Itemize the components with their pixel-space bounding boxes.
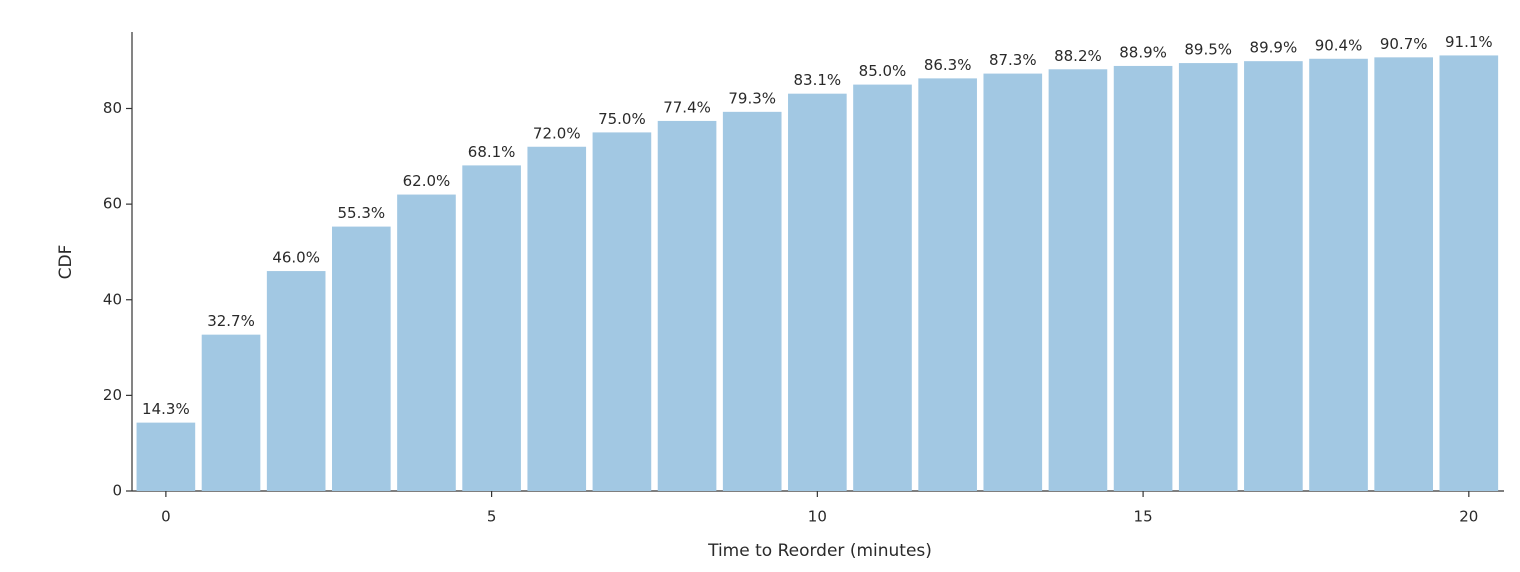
value-label: 72.0%	[533, 124, 581, 142]
value-label: 83.1%	[794, 71, 842, 89]
value-label: 89.5%	[1184, 41, 1232, 59]
value-label: 46.0%	[272, 249, 320, 267]
y-tick-label: 80	[103, 99, 122, 117]
bar	[201, 334, 261, 491]
bar	[266, 271, 326, 491]
value-label: 88.2%	[1054, 47, 1102, 65]
value-label: 55.3%	[337, 204, 385, 222]
x-axis-label: Time to Reorder (minutes)	[707, 541, 932, 561]
bar	[332, 226, 391, 492]
bar	[918, 78, 977, 492]
bar	[1309, 58, 1368, 492]
bar	[722, 111, 782, 492]
bar	[1178, 63, 1238, 491]
bar	[1374, 57, 1433, 491]
value-label: 90.4%	[1315, 36, 1363, 54]
y-axis-label: CDF	[56, 245, 76, 280]
value-label: 75.0%	[598, 110, 646, 128]
y-tick-label: 60	[103, 195, 122, 213]
value-label: 91.1%	[1445, 33, 1493, 51]
bar	[1244, 61, 1303, 492]
x-tick-label: 0	[161, 508, 171, 526]
bar	[657, 120, 717, 492]
value-label: 14.3%	[142, 400, 190, 418]
y-tick-label: 40	[103, 290, 122, 308]
bar	[527, 146, 587, 491]
bar	[462, 165, 521, 491]
value-label: 85.0%	[859, 62, 907, 80]
value-label: 32.7%	[207, 312, 255, 330]
value-label: 77.4%	[663, 98, 711, 116]
bar	[592, 132, 652, 491]
value-label: 87.3%	[989, 51, 1037, 69]
bar	[397, 194, 456, 491]
value-label: 62.0%	[403, 172, 451, 190]
y-tick-label: 0	[112, 482, 122, 500]
bar	[788, 93, 847, 491]
value-label: 68.1%	[468, 143, 516, 161]
value-label: 79.3%	[728, 89, 776, 107]
value-label: 88.9%	[1119, 43, 1167, 61]
value-label: 86.3%	[924, 56, 972, 74]
bar	[983, 73, 1043, 492]
bar	[853, 84, 912, 491]
bar	[1048, 69, 1108, 491]
bar	[1439, 55, 1499, 491]
y-tick-label: 20	[103, 386, 122, 404]
x-tick-label: 5	[487, 508, 497, 526]
x-tick-label: 20	[1459, 508, 1478, 526]
value-label: 90.7%	[1380, 35, 1428, 53]
value-label: 89.9%	[1250, 39, 1298, 57]
x-tick-label: 10	[808, 508, 827, 526]
bar	[1113, 65, 1173, 492]
x-tick-label: 15	[1134, 508, 1153, 526]
bar	[136, 422, 196, 491]
